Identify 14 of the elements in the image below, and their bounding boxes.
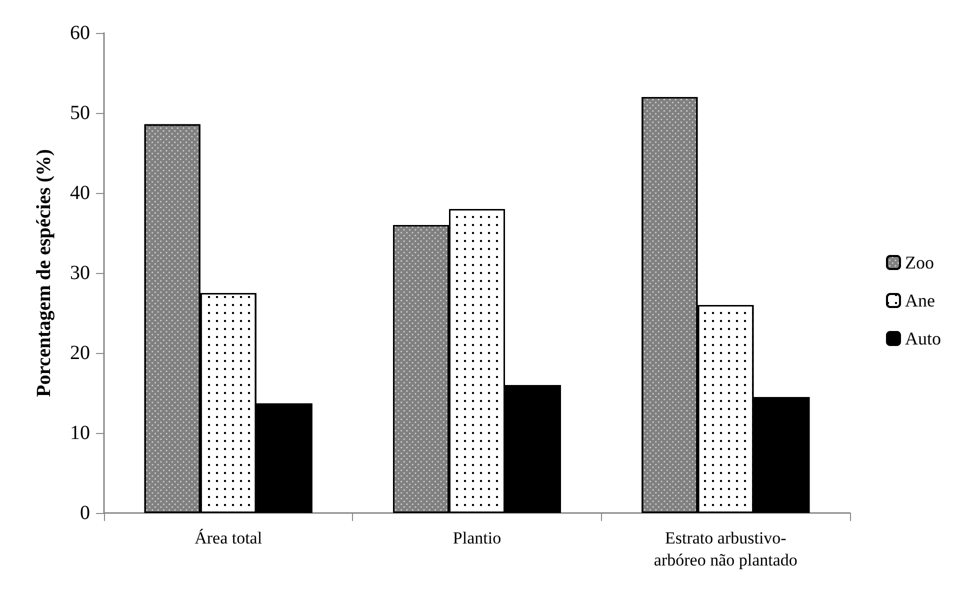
x-tick-label: Plantio — [452, 528, 502, 548]
legend-label: Ane — [905, 290, 935, 310]
y-tick-label: 10 — [70, 422, 90, 444]
legend-label: Zoo — [905, 252, 934, 272]
y-tick-label: 20 — [70, 342, 90, 364]
y-tick-label: 50 — [70, 102, 90, 124]
x-tick-label: Estrato arbustivo-arbóreo não plantado — [654, 528, 798, 570]
y-axis-title: Porcentagem de espécies (%) — [33, 149, 55, 397]
y-tick-label: 30 — [70, 262, 90, 284]
y-tick-label: 0 — [80, 502, 90, 524]
x-tick-label: Área total — [194, 528, 262, 548]
y-tick-label: 60 — [70, 22, 90, 44]
legend-label: Auto — [905, 328, 941, 348]
y-tick-label: 40 — [70, 182, 90, 204]
